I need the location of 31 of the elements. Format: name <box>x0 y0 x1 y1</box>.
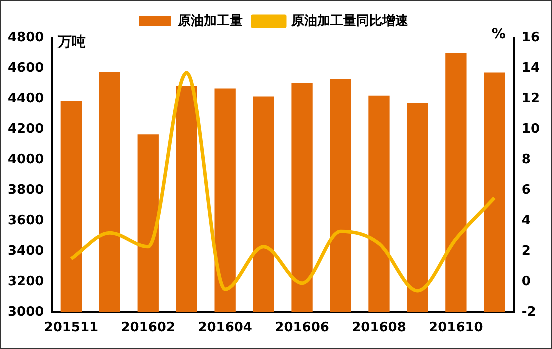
x-tick-label: 201602 <box>121 320 176 336</box>
x-tick-label: 201604 <box>198 320 252 336</box>
y2-tick-label: 16 <box>522 30 540 46</box>
y2-tick-label: 6 <box>522 182 531 198</box>
y2-tick-label: 12 <box>522 91 540 106</box>
y-tick-label: 3400 <box>8 244 44 259</box>
legend-label: 原油加工量同比增速 <box>290 14 410 29</box>
y-tick-label: 4800 <box>8 30 44 46</box>
y2-tick-label: -2 <box>522 304 536 320</box>
annotation: % <box>492 26 506 43</box>
y2-tick-label: 4 <box>522 213 531 228</box>
y2-tick-label: 14 <box>522 60 540 76</box>
x-tick-label: 201610 <box>429 320 484 336</box>
y2-tick-label: 8 <box>522 152 531 168</box>
y-tick-label: 4200 <box>8 122 44 137</box>
x-tick-label: 201608 <box>352 320 406 336</box>
y-tick-label: 4600 <box>8 60 44 76</box>
y2-tick-label: 0 <box>522 274 531 290</box>
y-tick-label: 3000 <box>8 304 44 320</box>
y-tick-label: 3200 <box>8 274 44 290</box>
x-tick-label: 201606 <box>275 320 330 336</box>
x-tick-label: 201511 <box>44 320 99 336</box>
line-series <box>70 71 496 293</box>
y2-tick-label: 10 <box>522 122 540 137</box>
y2-tick-label: 2 <box>522 244 531 259</box>
y-tick-label: 4000 <box>8 152 44 168</box>
y-tick-label: 3800 <box>8 182 44 198</box>
annotation: 万吨 <box>57 34 86 51</box>
y-tick-label: 4400 <box>8 91 44 106</box>
legend-label: 原油加工量 <box>177 14 243 29</box>
y-tick-label: 3600 <box>8 213 44 228</box>
